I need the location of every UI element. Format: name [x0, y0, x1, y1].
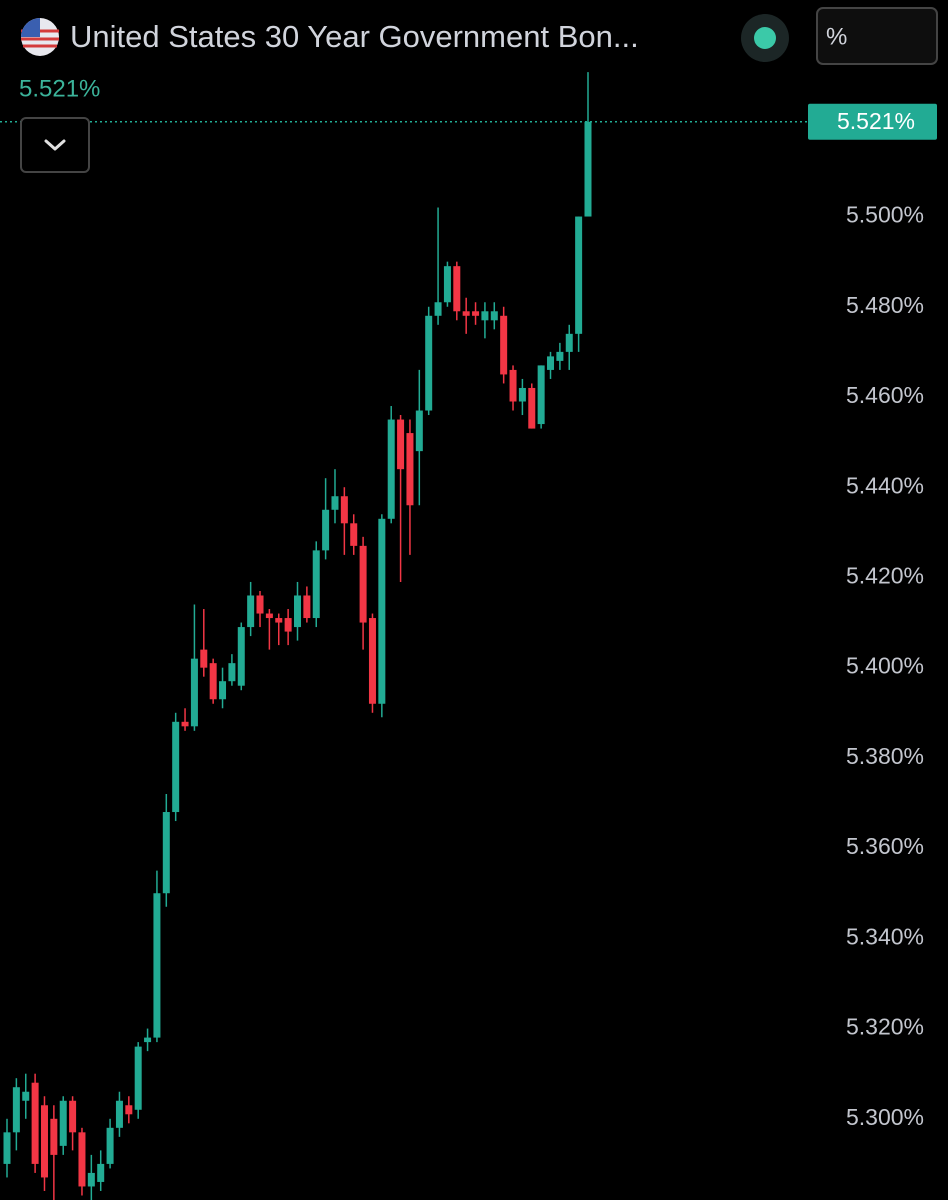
candle-body: [453, 266, 461, 312]
candle-body: [87, 1172, 95, 1187]
last-price-label: 5.521%: [19, 75, 100, 102]
candle-body: [125, 1105, 133, 1115]
candle-body: [434, 302, 442, 316]
candle-body: [331, 496, 339, 510]
candle-body: [228, 663, 236, 682]
candle-body: [50, 1118, 58, 1155]
candle-body: [275, 618, 283, 623]
flag-canton: [21, 18, 40, 37]
candle-body: [584, 121, 592, 217]
title: United States 30 Year Government Bon...: [70, 19, 639, 54]
y-tick-label: 5.500%: [846, 202, 924, 228]
candle-body: [359, 545, 367, 623]
candle-body: [509, 369, 517, 402]
candle-body: [256, 595, 264, 614]
candle-body: [190, 658, 198, 727]
candle-body: [284, 618, 292, 632]
y-tick-label: 5.460%: [846, 382, 924, 408]
candle-body: [40, 1105, 48, 1178]
candle-body: [78, 1132, 86, 1187]
unit-button-label[interactable]: %: [826, 23, 847, 50]
candle-body: [462, 311, 470, 316]
candle-body: [547, 356, 555, 370]
chevron-icon[interactable]: [44, 139, 66, 151]
candle-body: [265, 613, 273, 619]
y-tick-label: 5.340%: [846, 923, 924, 949]
header: United States 30 Year Government Bon... …: [19, 7, 938, 173]
candle-body: [368, 618, 376, 704]
candle-body: [3, 1132, 11, 1164]
candle-body: [69, 1100, 77, 1133]
candle-body: [397, 419, 405, 470]
candle-body: [387, 419, 395, 519]
candle-body: [565, 333, 573, 352]
candle-body: [115, 1100, 123, 1128]
candle-body: [162, 812, 170, 894]
status-dot: [754, 27, 776, 49]
candle-body: [378, 518, 386, 704]
y-tick-label: 5.320%: [846, 1014, 924, 1040]
candle-body: [443, 266, 451, 303]
candle-body: [22, 1091, 30, 1101]
candle-body: [472, 311, 480, 316]
y-tick-label: 5.360%: [846, 833, 924, 859]
candle-body: [518, 387, 526, 402]
y-tick-label: 5.400%: [846, 653, 924, 679]
candle-body: [350, 523, 358, 546]
dropdown-button[interactable]: [20, 117, 90, 173]
candle-body: [144, 1037, 152, 1043]
y-tick-label: 5.300%: [846, 1104, 924, 1130]
candle-body: [134, 1046, 142, 1110]
y-tick-label: 5.380%: [846, 743, 924, 769]
candle-body: [575, 216, 583, 334]
candle-body: [294, 595, 301, 628]
candle-body: [59, 1100, 67, 1146]
candle-body: [303, 595, 311, 619]
y-tick-label: 5.440%: [846, 472, 924, 498]
candle-body: [490, 311, 498, 321]
candle-body: [556, 351, 564, 361]
candle-body: [406, 433, 414, 506]
candle-body: [528, 387, 536, 429]
candle-body: [106, 1127, 114, 1164]
candle-body: [500, 315, 508, 375]
candle-body: [481, 311, 489, 321]
candle-body: [153, 893, 161, 1038]
candle-body: [312, 550, 320, 619]
last-price-badge-label: 5.521%: [837, 108, 915, 134]
candle-body: [172, 721, 180, 813]
candle-body: [322, 509, 330, 551]
candle-body: [415, 410, 423, 452]
y-tick-label: 5.420%: [846, 563, 924, 589]
candle-body: [237, 627, 245, 686]
candle-body: [219, 681, 227, 700]
candle-body: [200, 649, 208, 668]
last-price-badge: [808, 103, 937, 140]
candle-body: [181, 721, 189, 727]
candle-body: [340, 496, 348, 524]
candle-body: [12, 1087, 20, 1133]
candle-body: [537, 365, 545, 425]
candle-body: [97, 1163, 105, 1182]
candle-body: [31, 1082, 39, 1164]
candle-body: [425, 315, 433, 411]
candle-body: [209, 663, 217, 700]
plot: [0, 72, 808, 1200]
y-tick-label: 5.480%: [846, 292, 924, 318]
candle-body: [247, 595, 255, 628]
unit-button[interactable]: [816, 7, 938, 65]
